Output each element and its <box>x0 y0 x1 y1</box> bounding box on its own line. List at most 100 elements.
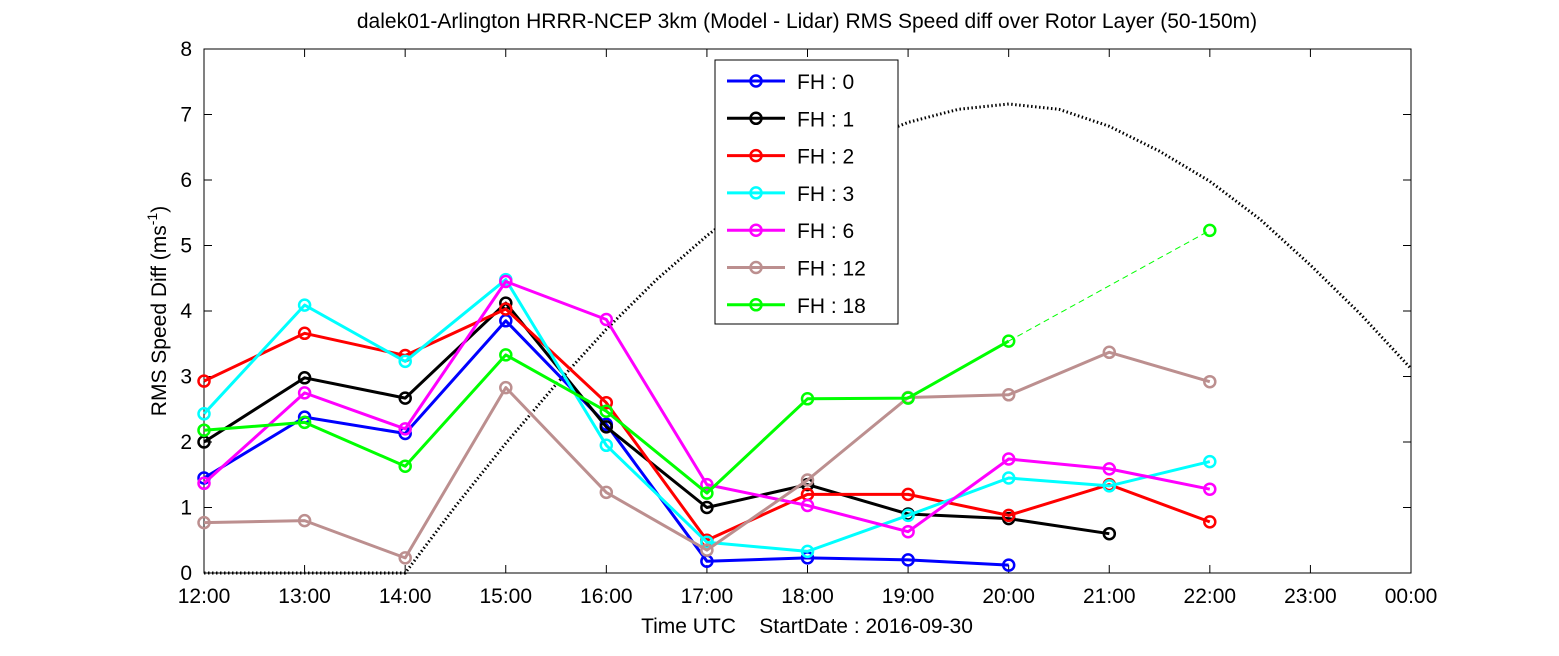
y-axis-label: RMS Speed Diff (ms-1) <box>144 206 171 416</box>
series-line-dashed <box>1008 229 1211 342</box>
data-point <box>1102 462 1117 476</box>
y-axis: 0 1 2 3 4 5 6 7 8 <box>180 38 1411 585</box>
data-point <box>197 476 211 491</box>
y-axis-label-sup: -1 <box>144 213 160 226</box>
series-line <box>203 319 1009 567</box>
data-point <box>599 395 614 410</box>
legend-label: FH : 0 <box>797 71 854 94</box>
x-axis: 12:00 13:00 14:00 15:00 16:00 17:00 18:00 19:00… <box>178 49 1438 608</box>
x-tick-label: 19:00 <box>882 585 935 608</box>
x-tick-label: 17:00 <box>681 585 734 608</box>
data-point <box>1001 508 1016 523</box>
data-point <box>1203 374 1217 389</box>
y-axis-label-main: RMS Speed Diff (ms <box>148 225 171 416</box>
x-tick-label: 16:00 <box>580 585 633 608</box>
data-point <box>800 392 815 406</box>
data-point <box>398 422 412 436</box>
data-point <box>499 348 513 362</box>
data-point <box>1102 526 1117 541</box>
data-point <box>1102 479 1117 493</box>
legend-label: FH : 1 <box>797 108 854 131</box>
series-4 <box>197 274 1217 539</box>
y-axis-label-end: ) <box>148 206 171 213</box>
legend-item: FH : 3 <box>727 183 854 206</box>
data-point <box>398 391 412 405</box>
data-point <box>1001 388 1016 402</box>
chart-title: dalek01-Arlington HRRR-NCEP 3km (Model -… <box>357 10 1257 33</box>
x-tick-label: 20:00 <box>982 585 1035 608</box>
data-point <box>197 423 211 437</box>
data-point <box>398 459 412 473</box>
data-point <box>1001 558 1016 572</box>
data-point <box>901 508 915 523</box>
legend-item: FH : 6 <box>727 220 854 243</box>
data-point <box>599 485 614 500</box>
legend-label: FH : 18 <box>797 295 866 318</box>
series-line <box>202 278 1211 553</box>
data-point <box>1001 471 1016 485</box>
data-point <box>1102 345 1117 360</box>
data-point <box>297 415 312 430</box>
series-line <box>203 339 1010 495</box>
series-5 <box>197 345 1217 565</box>
y-tick-label: 7 <box>180 104 192 127</box>
x-tick-label: 13:00 <box>278 585 331 608</box>
data-point <box>700 535 714 549</box>
y-tick-label: 0 <box>180 562 192 585</box>
legend-item: FH : 18 <box>727 295 866 318</box>
x-tick-label: 21:00 <box>1083 585 1136 608</box>
data-point <box>800 544 815 559</box>
x-tick-label: 00:00 <box>1385 585 1438 608</box>
data-point <box>599 312 614 327</box>
x-tick-label: 15:00 <box>479 585 532 608</box>
legend-swatch-marker <box>749 148 763 163</box>
legend-swatch-marker <box>749 111 763 126</box>
data-point <box>800 498 815 513</box>
y-tick-label: 2 <box>180 431 192 454</box>
series-line <box>203 301 1110 536</box>
data-point <box>901 487 915 502</box>
data-point <box>398 551 412 565</box>
data-point <box>197 374 211 388</box>
legend-swatch-marker <box>749 223 763 237</box>
series-6 <box>197 223 1217 500</box>
series-line <box>202 280 1211 534</box>
legend-label: FH : 3 <box>797 183 854 206</box>
legend-item: FH : 0 <box>727 71 854 94</box>
legend-items: FH : 0 FH : 1 FH : 2 FH : 3 FH : 6 FH : 12 FH … <box>727 71 866 318</box>
data-point <box>901 524 915 539</box>
y-tick-label: 6 <box>180 169 192 192</box>
data-point <box>1001 334 1016 348</box>
data-point <box>599 420 614 434</box>
x-tick-label: 14:00 <box>379 585 432 608</box>
data-point <box>297 386 312 400</box>
data-point <box>901 391 915 405</box>
data-point <box>700 543 714 557</box>
legend-label: FH : 6 <box>797 220 854 243</box>
series-line <box>203 350 1211 560</box>
data-point <box>800 473 815 487</box>
data-point <box>1203 482 1217 496</box>
data-point <box>1001 452 1016 466</box>
data-point <box>499 274 513 289</box>
data-point <box>700 486 714 500</box>
data-point <box>1203 223 1217 238</box>
data-point <box>297 298 312 312</box>
data-point <box>499 380 513 395</box>
x-tick-label: 12:00 <box>178 585 231 608</box>
data-point <box>700 477 714 492</box>
legend-item: FH : 1 <box>727 108 854 131</box>
data-point <box>197 515 211 530</box>
data-point <box>599 438 614 453</box>
y-tick-label: 4 <box>180 300 192 323</box>
data-point <box>297 371 312 385</box>
data-point <box>499 302 513 316</box>
x-axis-label: Time UTC StartDate : 2016-09-30 <box>641 615 973 638</box>
legend-swatch-marker <box>749 74 763 88</box>
series-group <box>197 223 1217 572</box>
legend: FH : 0 FH : 1 FH : 2 FH : 3 FH : 6 FH : 12 FH … <box>714 59 899 325</box>
y-tick-label: 1 <box>180 497 192 520</box>
y-tick-label: 8 <box>180 38 192 61</box>
data-point <box>1203 454 1217 469</box>
